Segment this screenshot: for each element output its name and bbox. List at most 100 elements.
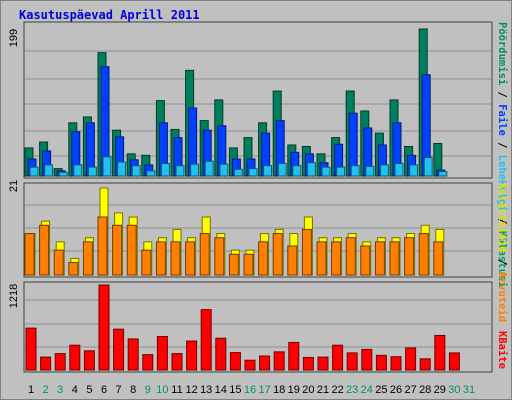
pages-bar: [160, 162, 170, 177]
pages-bar: [263, 165, 273, 177]
x-axis-tick-label: 6: [101, 384, 107, 396]
x-axis-tick-label: 14: [215, 384, 227, 396]
x-axis-tick-label: 7: [116, 384, 122, 396]
x-axis-tick-label: 3: [57, 384, 63, 396]
kbytes-bar: [98, 284, 110, 371]
sites-bar: [331, 241, 342, 276]
x-axis-tick-label: 10: [156, 384, 168, 396]
x-axis-tick-label: 30: [448, 384, 460, 396]
pages-bar: [73, 164, 83, 177]
legend-entry: KBaite: [496, 331, 508, 369]
kbytes-bar: [448, 352, 460, 371]
pages-bar: [219, 163, 229, 177]
sites-bar: [199, 233, 210, 276]
x-axis-tick-label: 18: [273, 384, 285, 396]
kbytes-bar: [113, 328, 125, 371]
pages-bar: [438, 171, 448, 177]
x-axis-tick-label: 25: [375, 384, 387, 396]
pages-bar: [233, 168, 243, 177]
pages-bar: [29, 166, 39, 177]
legend-entry: Külastajaid: [496, 183, 508, 253]
top-ymax-label: 199: [8, 28, 20, 48]
pages-bar: [306, 162, 316, 177]
x-axis-tick-label: 24: [361, 384, 373, 396]
x-axis-tick-label: 27: [404, 384, 416, 396]
pages-bar: [190, 163, 200, 177]
pages-bar: [350, 165, 360, 177]
pages-bar: [409, 164, 419, 177]
x-axis-tick-label: 21: [317, 384, 329, 396]
sites-bar: [112, 224, 123, 276]
x-axis-tick-label: 9: [145, 384, 151, 396]
kbytes-bar: [346, 352, 358, 371]
legend-separator: /: [496, 252, 508, 272]
kbytes-bar: [302, 356, 314, 371]
kbytes-bar: [83, 350, 95, 371]
sites-bar: [126, 224, 137, 276]
middle-ymax-label: 21: [8, 179, 20, 193]
kbytes-bar: [156, 336, 168, 371]
pages-bar: [423, 157, 433, 177]
kbytes-bar: [40, 356, 52, 371]
x-axis-tick-label: 4: [72, 384, 78, 396]
x-axis-tick-label: 22: [331, 384, 343, 396]
sites-bar: [287, 245, 298, 276]
legend-entry: Pöördumisi: [496, 22, 508, 86]
pages-bar: [58, 171, 68, 177]
kbytes-bar: [390, 356, 402, 371]
x-axis-tick-label: 12: [185, 384, 197, 396]
x-axis-tick-label: 31: [463, 384, 475, 396]
x-axis-tick-label: 28: [419, 384, 431, 396]
kbytes-bar: [434, 334, 446, 371]
legend-entry: Arvuteid: [496, 271, 508, 323]
sites-bar: [301, 228, 312, 276]
x-axis-tick-label: 17: [258, 384, 270, 396]
x-axis-tick-label: 1: [28, 384, 34, 396]
sites-bar: [418, 233, 429, 276]
x-axis-tick-label: 16: [244, 384, 256, 396]
sites-bar: [272, 233, 283, 276]
kbytes-bar: [25, 327, 37, 371]
pages-bar: [292, 165, 302, 177]
kbytes-bar: [171, 353, 183, 371]
sites-bar: [53, 249, 64, 276]
kbytes-bar: [229, 352, 241, 371]
pages-bar: [175, 165, 185, 177]
kbytes-bar: [375, 354, 387, 371]
sites-bar: [404, 237, 415, 276]
pages-bar: [394, 162, 404, 177]
x-axis-tick-label: 8: [130, 384, 136, 396]
kbytes-bar: [244, 359, 256, 371]
x-axis-tick-label: 20: [302, 384, 314, 396]
chart-title: Kasutuspäevad Aprill 2011: [19, 8, 200, 22]
bottom-panel-legend: KBaite: [496, 331, 508, 369]
x-axis-tick-label: 26: [390, 384, 402, 396]
kbytes-bar: [361, 348, 373, 371]
x-axis-tick-label: 29: [434, 384, 446, 396]
pages-bar: [102, 156, 112, 177]
kbytes-bar: [332, 344, 344, 371]
x-axis-tick-label: 5: [86, 384, 92, 396]
pages-bar: [146, 170, 156, 177]
kbytes-bar: [419, 358, 431, 371]
x-axis-tick-label: 15: [229, 384, 241, 396]
legend-entry: Faile: [496, 104, 508, 136]
kbytes-bar: [69, 344, 81, 371]
kbytes-bar: [215, 337, 227, 371]
pages-bar: [336, 166, 346, 177]
sites-bar: [155, 241, 166, 276]
pages-bar: [131, 165, 141, 177]
sites-bar: [39, 224, 50, 276]
sites-bar: [170, 241, 181, 276]
sites-bar: [243, 253, 254, 276]
sites-bar: [82, 241, 93, 276]
kbytes-bar: [288, 341, 300, 371]
sites-bar: [433, 241, 444, 276]
pages-bar: [204, 160, 214, 177]
sites-bar: [360, 245, 371, 276]
kbytes-bar: [405, 347, 417, 371]
kbytes-bar: [142, 354, 154, 371]
middle-panel-legend: Külastajaid / Arvuteid: [496, 183, 508, 322]
pages-bar: [248, 168, 258, 177]
